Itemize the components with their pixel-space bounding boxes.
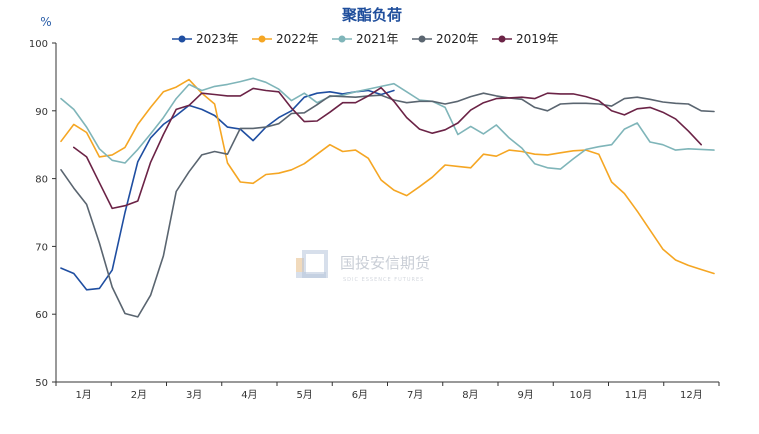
y-tick-label: 70: [35, 242, 48, 253]
watermark-subtext: SDIC ESSENCE FUTURES: [343, 277, 424, 283]
x-tick-label: 6月: [352, 389, 368, 401]
x-tick-label: 9月: [517, 389, 533, 401]
watermark: 国投安信期货 SDIC ESSENCE FUTURES: [296, 250, 430, 283]
series-line-2021: [60, 77, 715, 170]
legend-marker: [338, 35, 346, 43]
legend-label: 2019年: [516, 32, 559, 46]
legend-item-2021: 2021年: [332, 32, 399, 46]
plot-area: [60, 77, 715, 318]
watermark-logo: [296, 250, 328, 278]
legend-item-2020: 2020年: [412, 32, 479, 46]
watermark-text: 国投安信期货: [340, 254, 430, 272]
y-tick-label: 60: [35, 310, 48, 321]
x-tick-label: 12月: [680, 389, 703, 401]
x-tick-label: 7月: [407, 389, 423, 401]
legend-marker: [258, 35, 266, 43]
y-tick-label: 80: [35, 175, 48, 186]
x-tick-label: 5月: [296, 389, 312, 401]
legend: 2023年 2022年 2021年 2020年 2019年: [172, 32, 559, 46]
legend-item-2022: 2022年: [252, 32, 319, 46]
x-tick-label: 1月: [75, 389, 91, 401]
x-tick-label: 11月: [625, 389, 648, 401]
x-tick-label: 2月: [131, 389, 147, 401]
legend-item-2019: 2019年: [492, 32, 559, 46]
x-tick-label: 3月: [186, 389, 202, 401]
legend-label: 2020年: [436, 32, 479, 46]
x-tick-label: 10月: [570, 389, 593, 401]
legend-label: 2023年: [196, 32, 239, 46]
series-line-2019: [73, 86, 703, 210]
x-tick-label: 8月: [462, 389, 478, 401]
series-line-2022: [60, 78, 715, 275]
legend-marker: [178, 35, 186, 43]
series-line-2023: [60, 89, 395, 291]
legend-label: 2022年: [276, 32, 319, 46]
legend-label: 2021年: [356, 32, 399, 46]
axes: 50 60 70 80 90 100 1月 2月 3月 4月 5月 6月 7月 8月 9月 10月 11月 12月: [29, 39, 720, 401]
series-line-2020: [60, 92, 715, 318]
y-tick-label: 50: [35, 378, 48, 389]
legend-marker: [418, 35, 426, 43]
y-tick-label: 90: [35, 107, 48, 118]
y-unit-label: %: [40, 15, 51, 29]
x-tick-label: 4月: [241, 389, 257, 401]
y-tick-label: 100: [29, 39, 48, 50]
legend-marker: [498, 35, 506, 43]
chart-title: 聚酯负荷: [341, 6, 402, 24]
legend-item-2023: 2023年: [172, 32, 239, 46]
